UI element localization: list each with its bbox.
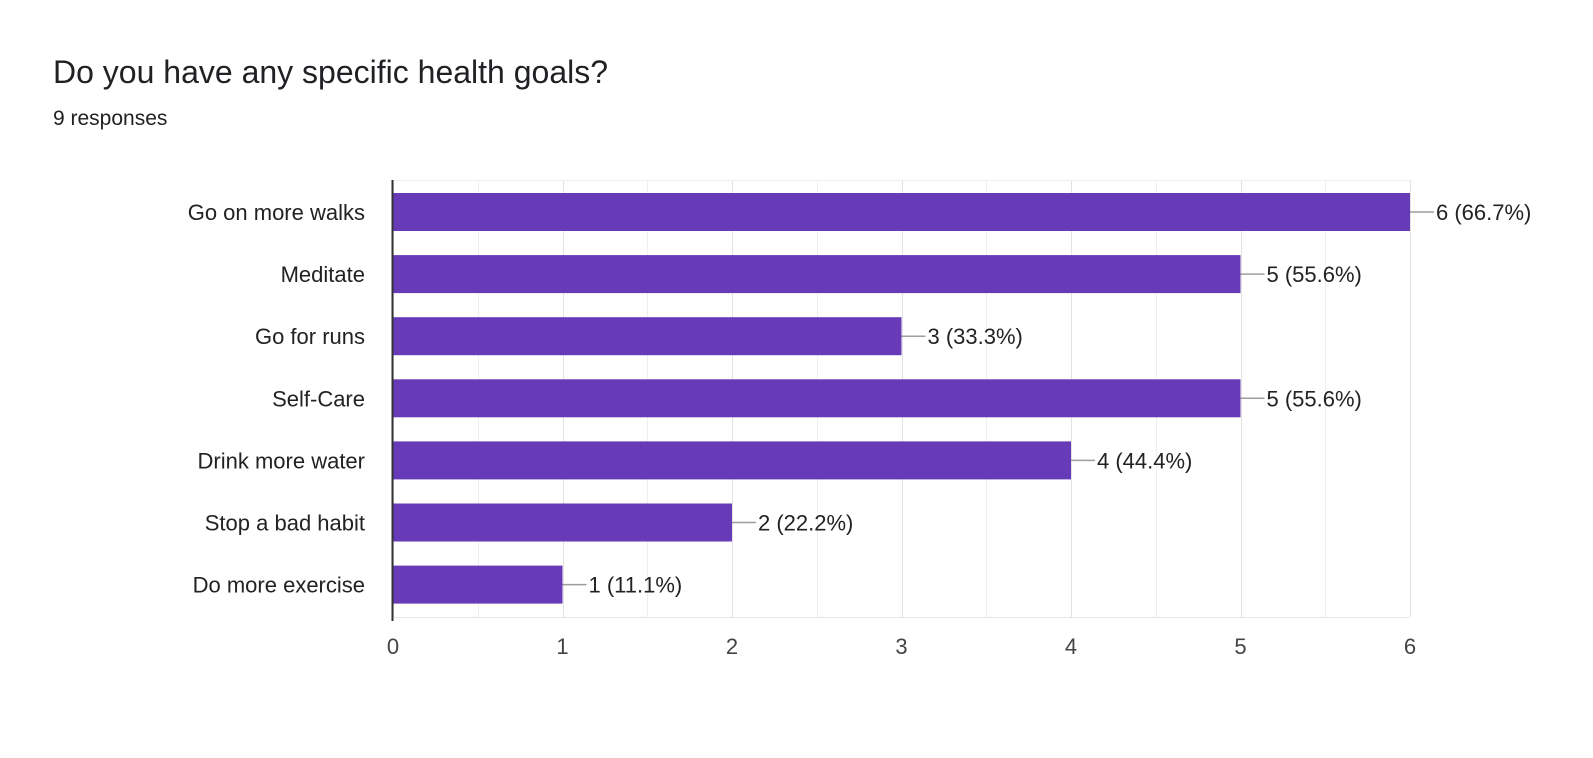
x-tick-label: 1 — [556, 634, 568, 659]
data-label: 6 (66.7%) — [1436, 200, 1531, 225]
x-tick-label: 6 — [1404, 634, 1416, 659]
label-layer: Go on more walks 6 (66.7%) Meditate 5 (55.6… — [188, 200, 1532, 598]
category-label: Meditate — [281, 262, 365, 287]
data-label: 4 (44.4%) — [1097, 448, 1192, 473]
x-tick-label: 2 — [726, 634, 738, 659]
response-count: 9 responses — [53, 107, 168, 130]
bar[interactable] — [393, 317, 902, 356]
category-label: Drink more water — [198, 448, 365, 473]
data-label: 5 (55.6%) — [1267, 262, 1362, 287]
category-label: Self-Care — [272, 386, 365, 411]
x-tick-label: 4 — [1065, 634, 1077, 659]
category-label: Go for runs — [255, 324, 365, 349]
data-label: 3 (33.3%) — [928, 324, 1023, 349]
question-title: Do you have any specific health goals? — [53, 54, 609, 90]
bar[interactable] — [393, 503, 732, 542]
category-label: Go on more walks — [188, 200, 365, 225]
x-tick-label: 0 — [387, 634, 399, 659]
axis-layer: 0 1 2 3 4 5 6 — [387, 180, 1416, 659]
bar[interactable] — [393, 565, 563, 604]
x-tick-label: 3 — [895, 634, 907, 659]
bar[interactable] — [393, 379, 1241, 418]
category-label: Stop a bad habit — [205, 511, 365, 536]
bar[interactable] — [393, 193, 1410, 231]
data-label: 1 (11.1%) — [589, 573, 683, 598]
data-label: 2 (22.2%) — [758, 511, 853, 536]
data-label: 5 (55.6%) — [1267, 386, 1362, 411]
bar-layer — [393, 193, 1410, 604]
category-label: Do more exercise — [193, 573, 365, 598]
bar[interactable] — [393, 255, 1241, 294]
x-tick-label: 5 — [1234, 634, 1246, 659]
bar[interactable] — [393, 441, 1071, 480]
